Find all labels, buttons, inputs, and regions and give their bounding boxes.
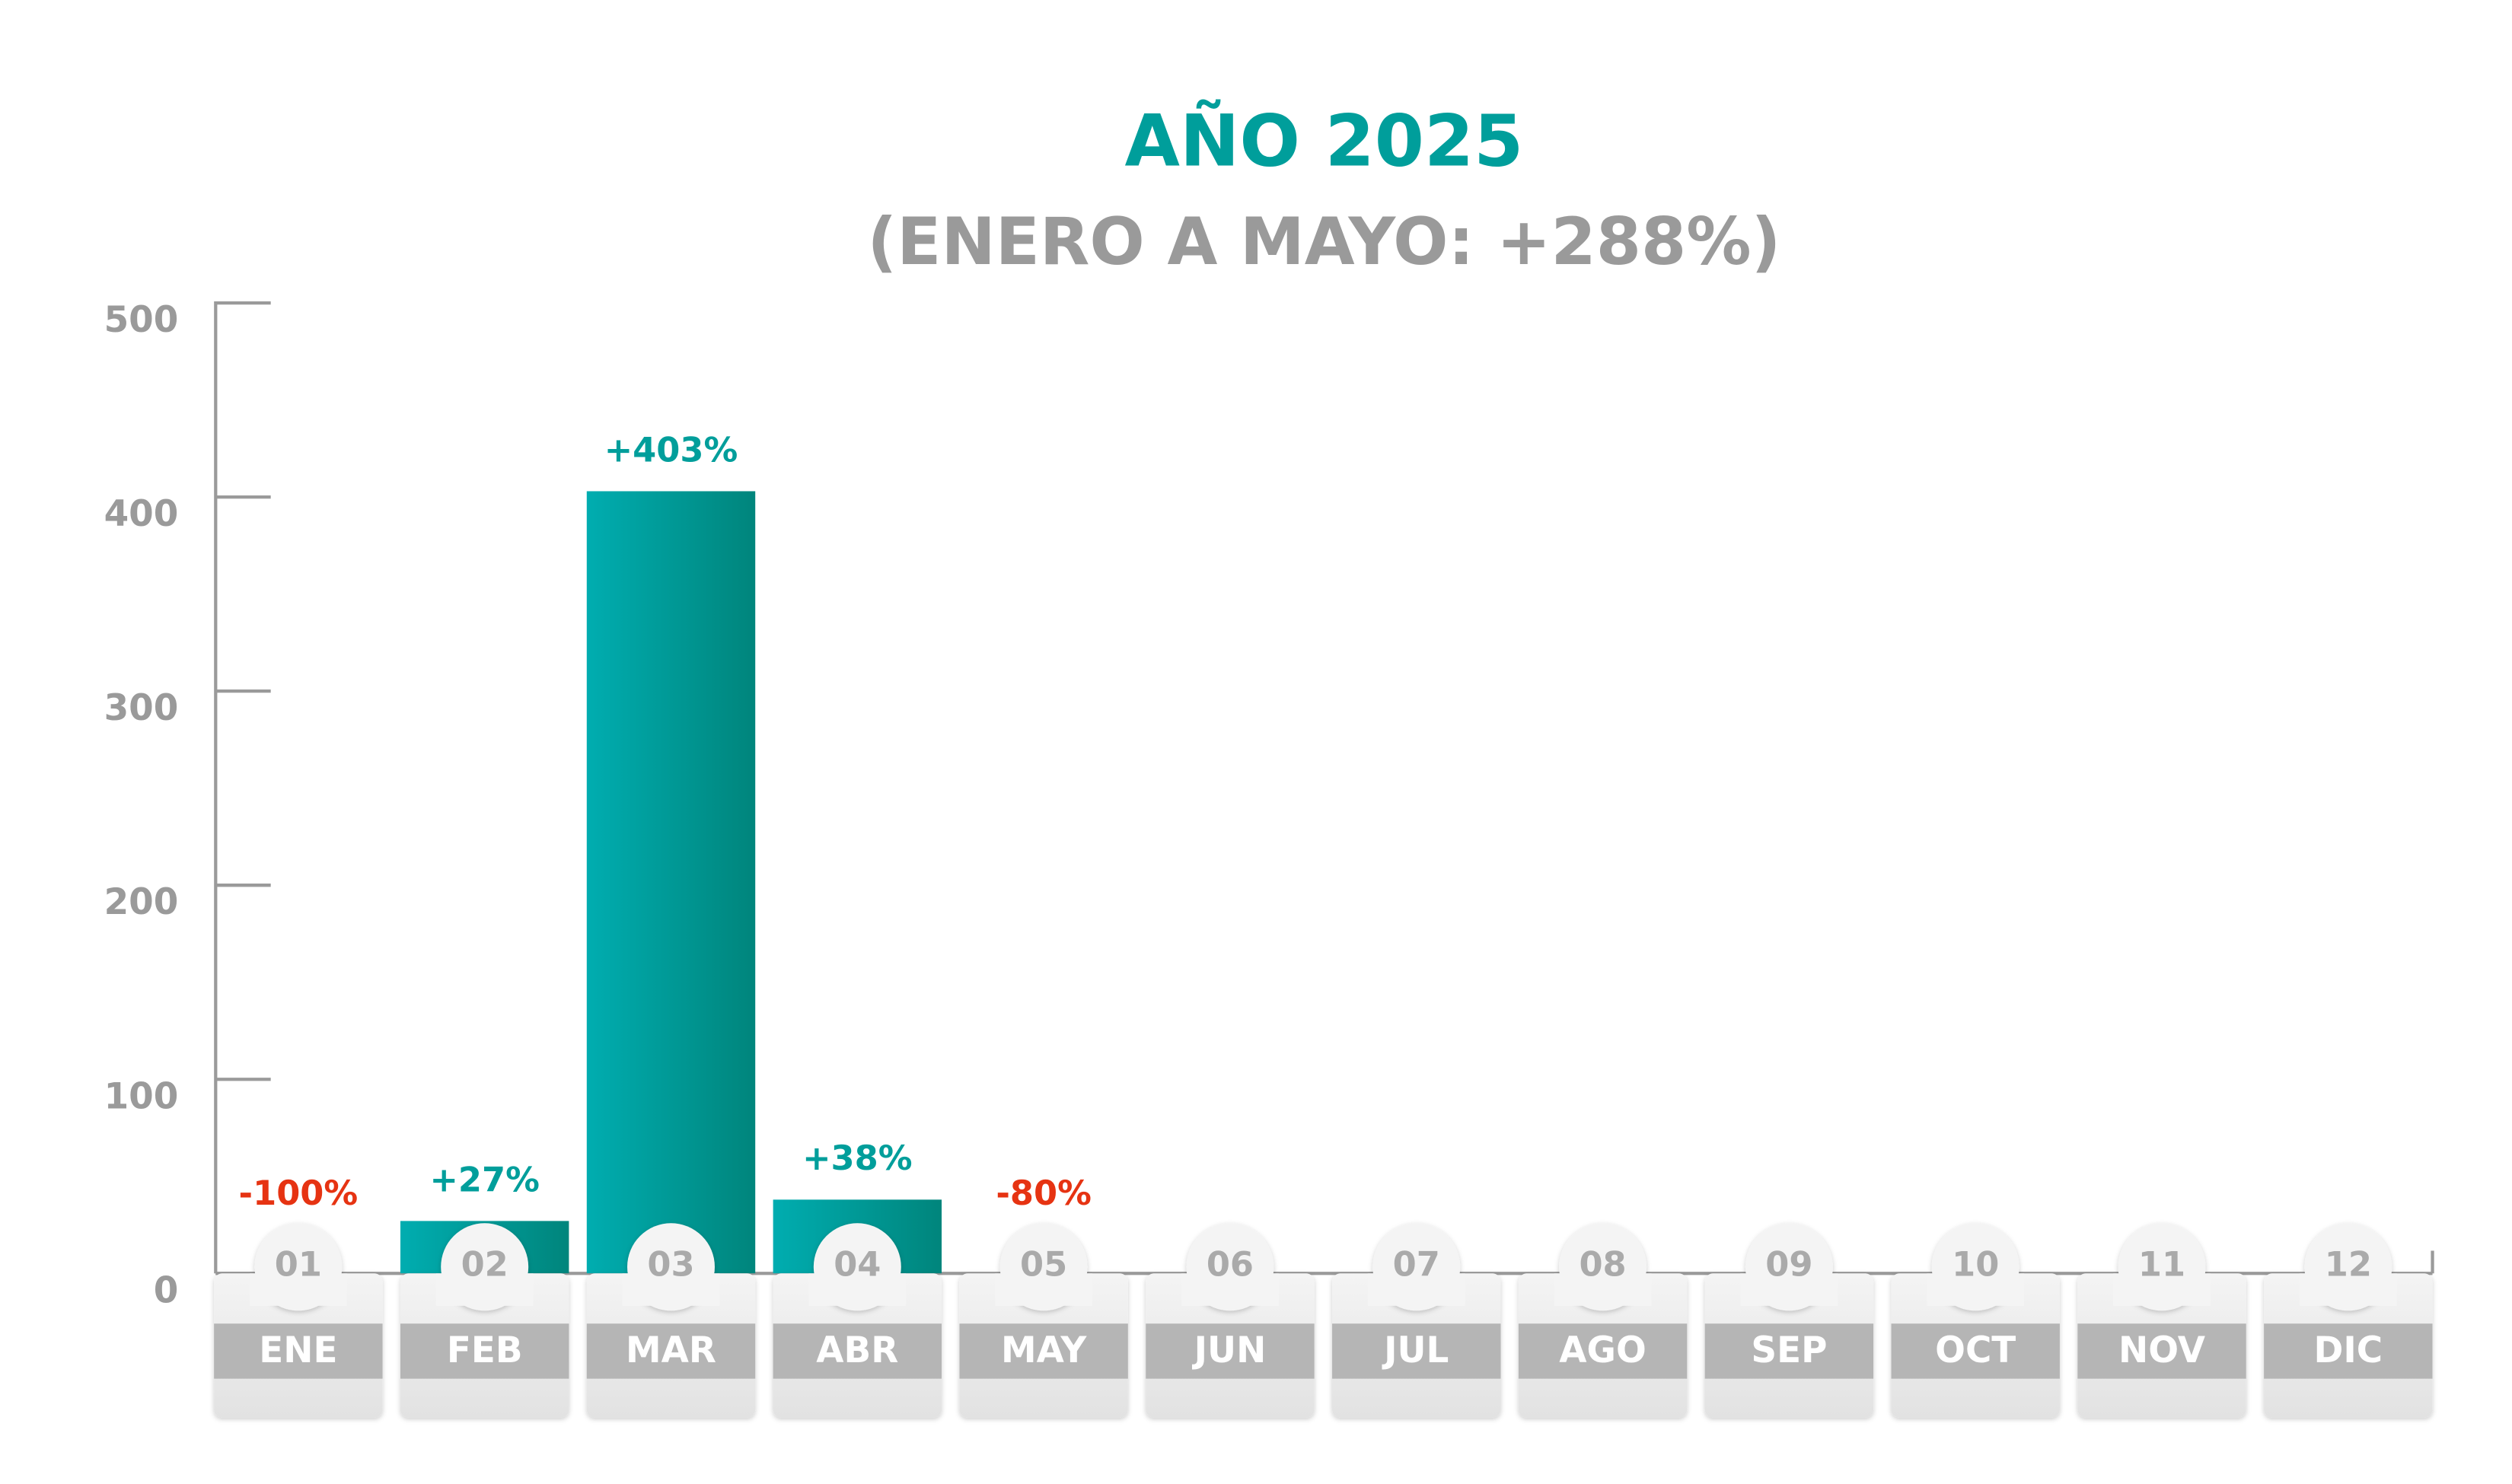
plot-area xyxy=(400,491,942,1274)
month-band xyxy=(586,1323,756,1379)
month-band xyxy=(2077,1323,2246,1379)
month-band xyxy=(959,1323,1128,1379)
month-number: 08 xyxy=(1579,1245,1626,1285)
x-tick-label: ENE xyxy=(259,1330,337,1371)
x-tick-label: FEB xyxy=(447,1330,523,1371)
tab-mask xyxy=(1181,1273,1279,1306)
chart-title: AÑO 2025 xyxy=(1125,98,1524,183)
month-number: 05 xyxy=(1020,1245,1067,1285)
tab-mask xyxy=(2113,1273,2211,1306)
month-band xyxy=(1891,1323,2060,1379)
x-tick-label: MAR xyxy=(626,1330,716,1371)
month-band xyxy=(2264,1323,2433,1379)
tab-mask xyxy=(2299,1273,2397,1306)
tab-mask xyxy=(1740,1273,1838,1306)
y-tick-label: 100 xyxy=(104,1076,179,1117)
value-label: +403% xyxy=(604,430,738,470)
value-label: -100% xyxy=(239,1174,359,1213)
x-tick-label: MAY xyxy=(1001,1330,1087,1371)
y-tick-label: 300 xyxy=(104,688,179,729)
y-tick-label: 200 xyxy=(104,882,179,923)
month-band xyxy=(1518,1323,1688,1379)
y-tick-label: 0 xyxy=(154,1270,179,1311)
x-tick-label: AGO xyxy=(1559,1330,1647,1371)
value-label: +27% xyxy=(429,1160,539,1199)
month-number: 12 xyxy=(2325,1245,2372,1285)
month-band xyxy=(1146,1323,1315,1379)
bar xyxy=(586,491,756,1274)
month-band xyxy=(214,1323,383,1379)
x-tick-label: OCT xyxy=(1935,1330,2016,1371)
tab-mask xyxy=(1927,1273,2025,1306)
x-tick-label: ABR xyxy=(816,1330,898,1371)
month-band xyxy=(1704,1323,1874,1379)
tab-mask xyxy=(1367,1273,1465,1306)
month-number: 04 xyxy=(834,1245,881,1285)
month-number: 11 xyxy=(2138,1245,2185,1285)
tab-mask xyxy=(1554,1273,1652,1306)
value-label: +38% xyxy=(802,1138,912,1178)
x-tick-label: SEP xyxy=(1751,1330,1827,1371)
tab-mask xyxy=(808,1273,907,1306)
x-tick-label: JUN xyxy=(1192,1330,1267,1371)
tab-mask xyxy=(622,1273,720,1306)
month-number: 10 xyxy=(1952,1245,1999,1285)
x-tick-label: NOV xyxy=(2118,1330,2206,1371)
month-band xyxy=(400,1323,569,1379)
month-number: 06 xyxy=(1207,1245,1254,1285)
month-number: 09 xyxy=(1765,1245,1812,1285)
month-number: 07 xyxy=(1393,1245,1440,1285)
value-label: -80% xyxy=(996,1174,1092,1213)
month-band xyxy=(1332,1323,1501,1379)
month-number: 02 xyxy=(461,1245,508,1285)
month-number: 03 xyxy=(647,1245,694,1285)
tab-mask xyxy=(995,1273,1092,1306)
y-tick-label: 400 xyxy=(104,494,179,535)
x-tick-label: JUL xyxy=(1382,1330,1449,1371)
month-band xyxy=(773,1323,942,1379)
tab-mask xyxy=(250,1273,347,1306)
tab-mask xyxy=(435,1273,534,1306)
month-number: 01 xyxy=(275,1245,322,1285)
chart-subtitle: (ENERO A MAYO: +288%) xyxy=(867,205,1780,280)
x-tick-label: DIC xyxy=(2313,1330,2383,1371)
y-tick-label: 500 xyxy=(104,300,179,341)
